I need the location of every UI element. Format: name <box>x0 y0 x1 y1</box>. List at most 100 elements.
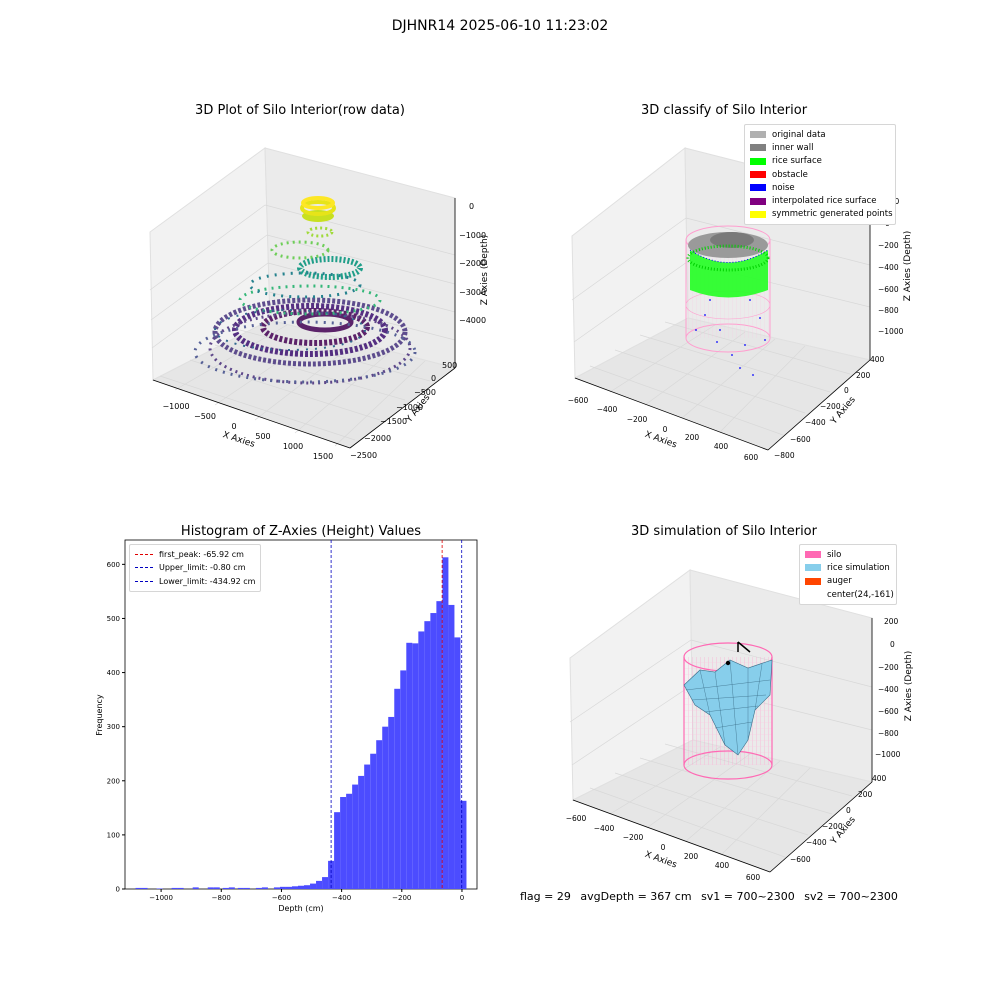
panel1-ytick: 0 <box>431 374 436 383</box>
panel1-ytick: −1000 <box>396 403 423 412</box>
legend-line <box>135 554 153 556</box>
panel4-xtick: 0 <box>661 843 666 852</box>
panel2-xtick: 200 <box>685 433 700 442</box>
legend-label: Lower_limit: -434.92 cm <box>159 576 256 586</box>
panel4-x-axis <box>572 799 771 873</box>
panel2-zlabel: Z Axies (Depth) <box>903 231 913 302</box>
histogram-x-ticks: −1000 −800 −600 −400 −200 0 <box>149 889 464 902</box>
panel2-x-axis <box>574 377 769 451</box>
histogram-bar <box>228 887 235 889</box>
panel4-ytick: 0 <box>846 806 851 815</box>
panel1-ztick: −2000 <box>459 259 486 268</box>
panel1-ytick: −500 <box>414 388 436 397</box>
legend-swatch <box>805 577 821 585</box>
histogram-bar <box>177 887 184 889</box>
histogram-bar <box>192 887 199 889</box>
panel4-ztick: −1000 <box>875 750 901 759</box>
panel4-xtick: 600 <box>746 873 761 882</box>
panel2-xtick: 600 <box>744 453 759 462</box>
panel1-scatter-mid <box>214 240 382 351</box>
panel4-xlabel: X Axies <box>643 850 678 871</box>
histogram-bar <box>328 860 335 889</box>
figure-title: DJHNR14 2025-06-10 11:23:02 <box>391 18 609 34</box>
histogram-bar <box>261 887 268 889</box>
footer-sv1: sv1 = 700~2300 <box>701 890 795 903</box>
panel2-plot: −600 −400 −200 0 200 400 600 400 200 0 −… <box>568 146 913 462</box>
legend-label: first_peak: -65.92 cm <box>159 550 244 560</box>
legend-item: Upper_limit: -0.80 cm <box>135 561 255 574</box>
legend-item: first_peak: -65.92 cm <box>135 548 255 561</box>
legend-label: auger <box>827 576 852 587</box>
histogram-y-tick-label: 200 <box>107 777 120 785</box>
panel1-top-cluster <box>300 196 336 238</box>
legend-swatch <box>750 210 766 218</box>
panel1-ytick: −1500 <box>380 417 407 426</box>
legend-label: silo <box>827 549 842 560</box>
histogram-y-tick-label: 400 <box>107 669 120 677</box>
histogram-bar <box>394 688 401 889</box>
histogram-bar <box>448 604 455 889</box>
legend-item: rice surface <box>750 155 890 168</box>
legend-swatch <box>750 184 766 192</box>
histogram-vlines <box>330 540 463 889</box>
panel2-ytick: −600 <box>790 435 811 444</box>
histogram-bar <box>334 812 341 889</box>
histogram-bar <box>346 793 353 889</box>
legend-label: rice simulation <box>827 562 890 573</box>
panel4-ytick: 200 <box>858 790 873 799</box>
histogram-x-tick-label: −1000 <box>149 894 173 902</box>
panel2-ytick: 200 <box>856 371 871 380</box>
histogram-bar <box>135 887 142 889</box>
histogram-bar <box>304 885 311 889</box>
panel2-ytick: 0 <box>844 386 849 395</box>
footer-sv2: sv2 = 700~2300 <box>804 890 898 903</box>
histogram-y-tick-label: 600 <box>107 561 120 569</box>
legend-item: original data <box>750 128 890 141</box>
panel2-xlabel: X Axies <box>643 430 678 451</box>
histogram-bar <box>412 643 419 889</box>
histogram-bar <box>454 637 461 889</box>
panel4-ztick: −600 <box>878 707 899 716</box>
panel1-xtick: −500 <box>194 412 216 421</box>
panel4-legend: silo rice simulation auger center(24,-16… <box>799 544 897 606</box>
panel2-xtick: 0 <box>663 425 668 434</box>
panel1-ztick: −3000 <box>459 288 486 297</box>
panel2-ytick: −400 <box>805 418 826 427</box>
panel4-ytick: 400 <box>872 774 887 783</box>
panel1-x-axis <box>152 379 351 449</box>
legend-line <box>135 567 153 569</box>
histogram-bar <box>370 753 377 889</box>
panel1-ztick: 0 <box>469 202 474 211</box>
legend-swatch <box>805 564 821 572</box>
panel4-ytick: −400 <box>806 838 827 847</box>
panel4-rice-surface <box>683 659 773 756</box>
histogram-bar <box>310 883 317 889</box>
histogram-y-tick-label: 500 <box>107 615 120 623</box>
histogram-bar <box>460 800 467 889</box>
legend-item: inner wall <box>750 141 890 154</box>
panel1-zlabel: Z Axies (Depth) <box>480 235 490 306</box>
panel2-ztick: −600 <box>878 285 899 294</box>
panel1-xtick: 1000 <box>283 442 303 451</box>
panel1-ytick: −2000 <box>364 434 391 443</box>
panel4-y-axis <box>769 781 873 873</box>
panel2-xtick: 400 <box>714 442 729 451</box>
legend-item: center(24,-161) <box>805 588 894 601</box>
histogram-bar <box>273 887 280 889</box>
histogram-x-tick-label: −200 <box>392 894 411 902</box>
histogram-bar <box>418 631 425 889</box>
histogram-bar <box>297 885 305 889</box>
panel2-points <box>686 232 770 376</box>
panel1-plot: −1000 −500 0 500 1000 1500 500 0 −500 −1… <box>149 147 490 461</box>
histogram-bar <box>322 877 329 889</box>
panel2-title: 3D classify of Silo Interior <box>640 103 808 118</box>
panel4-xtick: −200 <box>623 833 644 842</box>
legend-item: interpolated rice surface <box>750 194 890 207</box>
panel2-legend: original data inner wall rice surface ob… <box>744 124 896 226</box>
legend-swatch <box>750 131 766 139</box>
panel2-y-axis <box>767 359 871 451</box>
histogram-bar <box>442 557 449 889</box>
panel4-plot: −600 −400 −200 0 200 400 600 400 200 0 −… <box>566 569 914 882</box>
histogram-bar <box>291 886 298 889</box>
legend-label: Upper_limit: -0.80 cm <box>159 563 246 573</box>
